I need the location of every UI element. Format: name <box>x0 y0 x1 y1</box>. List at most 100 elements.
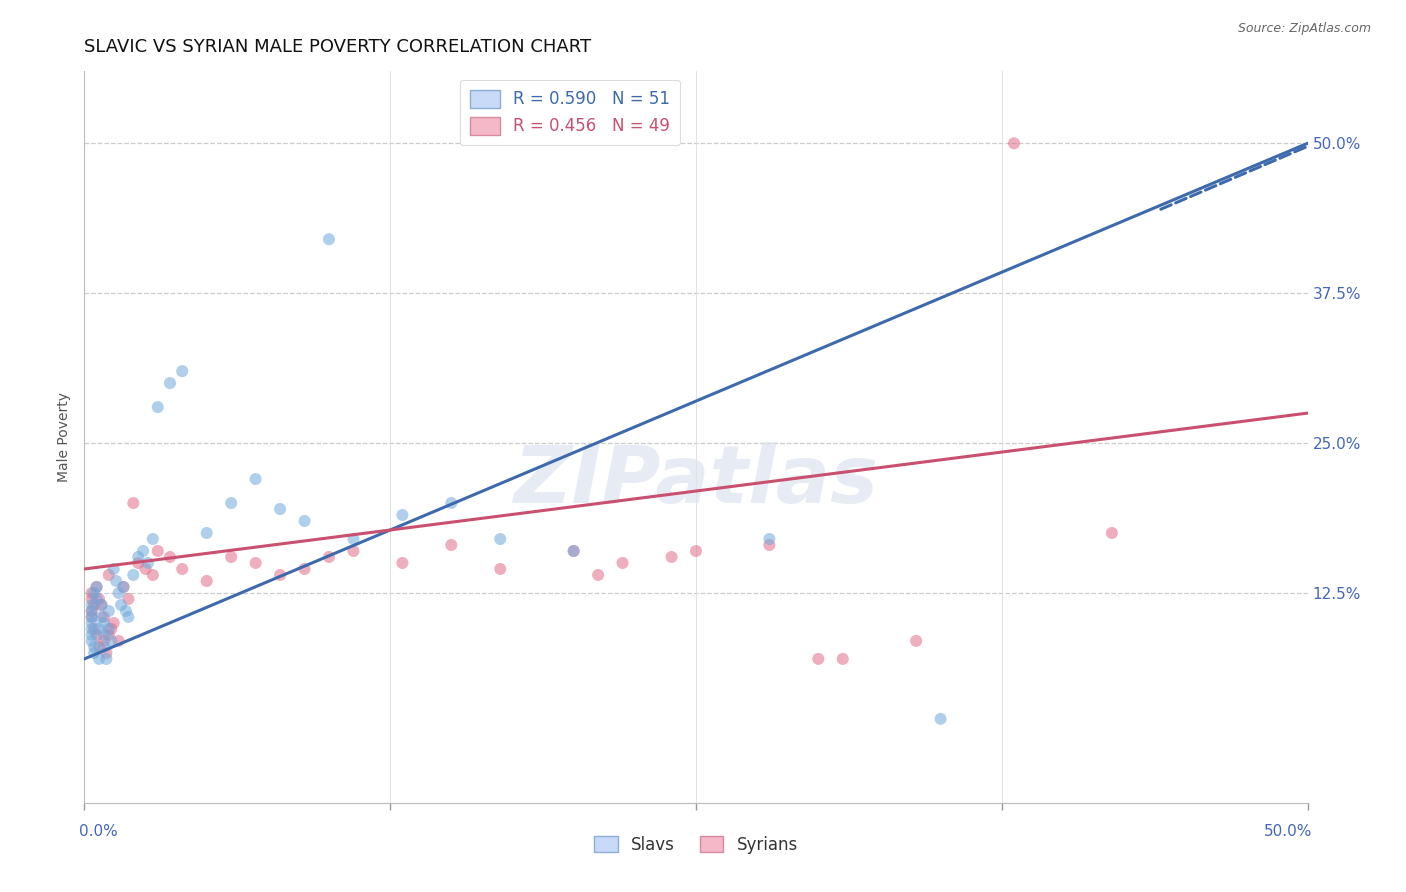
Point <box>245 472 267 486</box>
Point <box>758 532 780 546</box>
Point <box>562 544 585 558</box>
Point <box>195 574 218 588</box>
Point <box>342 544 364 558</box>
Point <box>294 514 316 528</box>
Point <box>86 591 108 606</box>
Point <box>929 712 952 726</box>
Point <box>1101 526 1123 541</box>
Text: 50.0%: 50.0% <box>1264 824 1312 839</box>
Point <box>80 598 103 612</box>
Point <box>219 496 242 510</box>
Point <box>122 568 145 582</box>
Point <box>83 586 105 600</box>
Point <box>80 615 103 630</box>
Point <box>831 652 853 666</box>
Point <box>219 549 242 564</box>
Point <box>391 508 413 522</box>
Point <box>612 556 634 570</box>
Point <box>269 502 291 516</box>
Point <box>80 610 103 624</box>
Point <box>661 549 683 564</box>
Point <box>807 652 830 666</box>
Point <box>83 646 105 660</box>
Point <box>342 532 364 546</box>
Point <box>83 622 105 636</box>
Point <box>105 574 128 588</box>
Point <box>440 538 463 552</box>
Point <box>127 556 149 570</box>
Point <box>318 549 340 564</box>
Point <box>245 556 267 570</box>
Point <box>96 646 118 660</box>
Point <box>87 591 110 606</box>
Text: Source: ZipAtlas.com: Source: ZipAtlas.com <box>1237 22 1371 36</box>
Point <box>97 604 120 618</box>
Point <box>172 364 194 378</box>
Text: ZIPatlas: ZIPatlas <box>513 442 879 520</box>
Point <box>107 586 129 600</box>
Point <box>159 376 181 391</box>
Point <box>80 628 103 642</box>
Point <box>117 591 139 606</box>
Point <box>562 544 585 558</box>
Point <box>112 580 135 594</box>
Point <box>103 562 125 576</box>
Point <box>97 568 120 582</box>
Point <box>87 622 110 636</box>
Point <box>115 604 138 618</box>
Point <box>440 496 463 510</box>
Point <box>117 610 139 624</box>
Point <box>269 568 291 582</box>
Point <box>146 400 169 414</box>
Point <box>87 652 110 666</box>
Point <box>80 591 103 606</box>
Point <box>86 628 108 642</box>
Point <box>100 622 122 636</box>
Point <box>93 640 115 654</box>
Point <box>685 544 707 558</box>
Point <box>83 640 105 654</box>
Point <box>489 562 512 576</box>
Point <box>93 610 115 624</box>
Point <box>93 615 115 630</box>
Point <box>90 598 112 612</box>
Point <box>103 615 125 630</box>
Point <box>86 580 108 594</box>
Point <box>90 610 112 624</box>
Point <box>112 580 135 594</box>
Point <box>758 538 780 552</box>
Point <box>146 544 169 558</box>
Point <box>136 556 159 570</box>
Point <box>159 549 181 564</box>
Point <box>96 652 118 666</box>
Point <box>391 556 413 570</box>
Point <box>142 568 165 582</box>
Point <box>110 598 132 612</box>
Point <box>87 640 110 654</box>
Text: SLAVIC VS SYRIAN MALE POVERTY CORRELATION CHART: SLAVIC VS SYRIAN MALE POVERTY CORRELATIO… <box>84 38 592 56</box>
Point <box>86 580 108 594</box>
Point <box>905 634 928 648</box>
Point <box>93 628 115 642</box>
Text: 0.0%: 0.0% <box>80 824 118 839</box>
Point <box>97 622 120 636</box>
Point <box>80 604 103 618</box>
Legend: Slavs, Syrians: Slavs, Syrians <box>588 829 804 860</box>
Point <box>1002 136 1025 151</box>
Point <box>489 532 512 546</box>
Point <box>586 568 609 582</box>
Point <box>195 526 218 541</box>
Y-axis label: Male Poverty: Male Poverty <box>58 392 72 482</box>
Point <box>83 598 105 612</box>
Point <box>80 604 103 618</box>
Point <box>97 628 120 642</box>
Point <box>107 634 129 648</box>
Point <box>122 496 145 510</box>
Point <box>100 634 122 648</box>
Point <box>90 598 112 612</box>
Point <box>80 622 103 636</box>
Point <box>294 562 316 576</box>
Point <box>127 549 149 564</box>
Point <box>80 634 103 648</box>
Point <box>172 562 194 576</box>
